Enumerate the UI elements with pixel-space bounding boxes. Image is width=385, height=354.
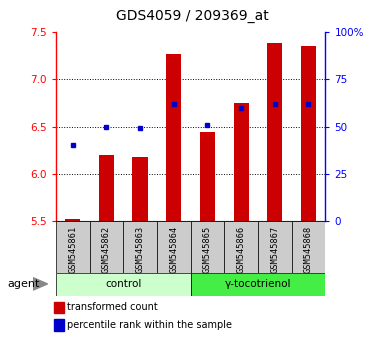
Text: percentile rank within the sample: percentile rank within the sample [67, 320, 233, 330]
Text: GSM545867: GSM545867 [270, 225, 279, 273]
Bar [224, 221, 258, 273]
Text: GSM545863: GSM545863 [136, 225, 144, 273]
Bar [166, 54, 181, 221]
Bar [292, 221, 325, 273]
Bar [123, 221, 157, 273]
Bar [99, 155, 114, 221]
Text: GSM545864: GSM545864 [169, 225, 178, 273]
Text: control: control [105, 279, 141, 289]
Text: GSM545861: GSM545861 [68, 225, 77, 273]
Text: GSM545862: GSM545862 [102, 225, 111, 273]
Bar [65, 219, 80, 221]
Bar [267, 43, 282, 221]
Bar [157, 221, 191, 273]
Text: GSM545868: GSM545868 [304, 225, 313, 273]
Bar [191, 221, 224, 273]
Text: GDS4059 / 209369_at: GDS4059 / 209369_at [116, 9, 269, 23]
Text: GSM545865: GSM545865 [203, 225, 212, 273]
Bar [301, 46, 316, 221]
Text: GSM545866: GSM545866 [237, 225, 246, 273]
Bar [200, 132, 215, 221]
Bar [132, 157, 147, 221]
Text: agent: agent [8, 279, 40, 289]
Polygon shape [33, 278, 48, 290]
Text: γ-tocotrienol: γ-tocotrienol [225, 279, 291, 289]
Bar [56, 273, 191, 296]
Text: transformed count: transformed count [67, 302, 158, 312]
Bar [56, 221, 89, 273]
Bar [234, 103, 249, 221]
Bar [258, 221, 292, 273]
Bar [191, 273, 325, 296]
Bar [89, 221, 123, 273]
